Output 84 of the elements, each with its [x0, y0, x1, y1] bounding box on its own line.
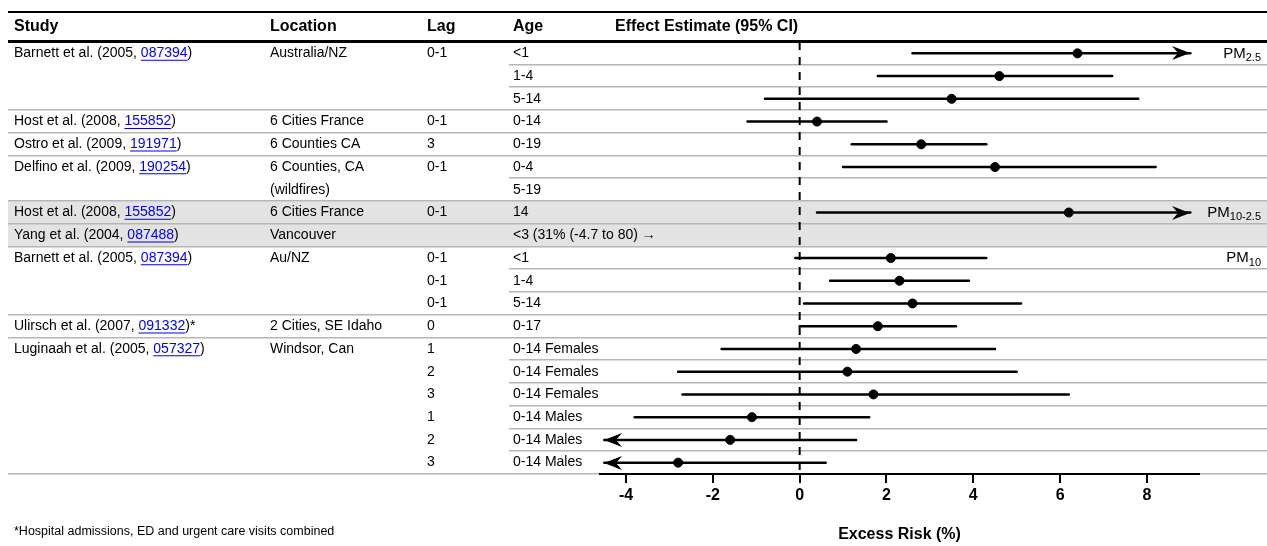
text: 2 Cities, SE Idaho [270, 317, 383, 334]
text: 2 [427, 362, 435, 379]
x-tick-label: 8 [1142, 486, 1152, 504]
point [994, 71, 1005, 82]
y-tick-label: 0-14 Males [513, 453, 583, 470]
text: 0-1 [427, 248, 448, 265]
text: Vancouver [270, 226, 337, 243]
text: Barnett et al. (2005, 087394) [14, 248, 193, 265]
point [673, 457, 684, 468]
text: Ostro et al. (2009, 191971) [14, 135, 182, 152]
y-tick-label: 0-4 [513, 157, 534, 174]
x-tick-label: 2 [882, 486, 892, 504]
text: 6 Cities France [270, 112, 365, 129]
x-axis-title: Excess Risk (%) [838, 524, 961, 542]
text: (wildfires) [270, 180, 330, 197]
text: Study [14, 17, 59, 35]
point [812, 116, 823, 127]
y-tick-label: <3 (31% (-4.7 to 80) → [513, 226, 656, 243]
text: 3 [427, 385, 435, 402]
x-tick-label: -2 [705, 486, 721, 504]
y-tick-label: <1 [513, 44, 530, 61]
y-tick-label: 0-19 [513, 135, 542, 152]
text: Host et al. (2008, 155852) [14, 112, 176, 129]
y-tick-label: 5-14 [513, 89, 542, 106]
text: 0-1 [427, 203, 448, 220]
text: Yang et al. (2004, 087488) [14, 226, 179, 243]
point [851, 343, 862, 354]
text: 0-1 [427, 44, 448, 61]
x-tick-label: 6 [1055, 486, 1065, 504]
text: Luginaah et al. (2005, 057327) [14, 339, 205, 356]
point [842, 366, 853, 377]
text: Delfino et al. (2009, 190254) [14, 157, 191, 174]
point [746, 412, 757, 423]
point [725, 434, 736, 445]
y-tick-label: 0-14 Females [513, 385, 599, 402]
point [1063, 207, 1074, 218]
text: Host et al. (2008, 155852) [14, 203, 176, 220]
x-tick-label: -4 [618, 486, 634, 504]
text: 0-1 [427, 157, 448, 174]
text: 3 [427, 453, 435, 470]
point [872, 321, 883, 332]
point [916, 139, 927, 150]
point [1072, 48, 1083, 59]
text: 3 [427, 135, 435, 152]
point [989, 162, 1000, 173]
text: Barnett et al. (2005, 087394) [14, 44, 193, 61]
y-tick-label: 14 [513, 203, 529, 220]
text: Ulirsch et al. (2007, 091332)* [14, 317, 196, 334]
text: 0-1 [427, 112, 448, 129]
y-tick-label: 5-14 [513, 294, 542, 311]
text: 1 [427, 339, 435, 356]
point [946, 93, 957, 104]
text: *Hospital admissions, ED and urgent care visits combined [14, 524, 335, 539]
text: 0-1 [427, 271, 448, 288]
text: Australia/NZ [270, 44, 348, 61]
point [894, 275, 905, 286]
point [868, 389, 879, 400]
text: 0 [427, 317, 435, 334]
text: Lag [427, 17, 456, 35]
y-tick-label: 0-17 [513, 317, 542, 334]
text: 0-1 [427, 294, 448, 311]
text: Au/NZ [270, 248, 311, 265]
y-tick-label: 0-14 Males [513, 430, 583, 447]
text: Effect Estimate (95% CI) [615, 17, 799, 35]
y-tick-label: <1 [513, 248, 530, 265]
text: 6 Counties, CA [270, 157, 365, 174]
text: Windsor, Can [270, 339, 355, 356]
y-tick-label: 1-4 [513, 271, 534, 288]
y-tick-label: 0-14 Males [513, 408, 583, 425]
x-tick-label: 0 [795, 486, 805, 504]
text: 6 Counties CA [270, 135, 361, 152]
x-tick-label: 4 [968, 486, 978, 504]
text: 6 Cities France [270, 203, 365, 220]
text: 1 [427, 408, 435, 425]
point [907, 298, 918, 309]
y-tick-label: 0-14 Females [513, 339, 599, 356]
y-tick-label: 1-4 [513, 66, 534, 83]
point [885, 253, 896, 263]
text: Age [513, 17, 544, 35]
y-tick-label: 5-19 [513, 180, 542, 197]
y-tick-label: 0-14 [513, 112, 542, 129]
text: Location [270, 17, 337, 35]
y-tick-label: 0-14 Females [513, 362, 599, 379]
text: 2 [427, 430, 435, 447]
